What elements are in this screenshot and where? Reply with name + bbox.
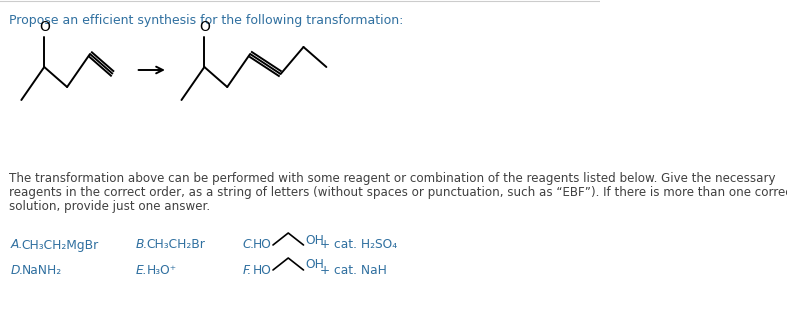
Text: OH: OH bbox=[305, 233, 324, 247]
Text: HO: HO bbox=[253, 264, 272, 277]
Text: A.: A. bbox=[11, 238, 23, 251]
Text: E.: E. bbox=[135, 264, 147, 277]
Text: reagents in the correct order, as a string of letters (without spaces or punctua: reagents in the correct order, as a stri… bbox=[9, 186, 787, 199]
Text: CH₃CH₂MgBr: CH₃CH₂MgBr bbox=[21, 238, 98, 251]
Text: Propose an efficient synthesis for the following transformation:: Propose an efficient synthesis for the f… bbox=[9, 14, 404, 27]
Text: C.: C. bbox=[242, 238, 255, 251]
Text: NaNH₂: NaNH₂ bbox=[21, 264, 61, 277]
Text: HO: HO bbox=[253, 238, 272, 251]
Text: O: O bbox=[39, 20, 50, 34]
Text: + cat. H₂SO₄: + cat. H₂SO₄ bbox=[320, 238, 397, 251]
Text: B.: B. bbox=[135, 238, 148, 251]
Text: The transformation above can be performed with some reagent or combination of th: The transformation above can be performe… bbox=[9, 172, 776, 185]
Text: F.: F. bbox=[242, 264, 252, 277]
Text: OH: OH bbox=[305, 259, 324, 272]
Text: + cat. NaH: + cat. NaH bbox=[320, 264, 387, 277]
Text: O: O bbox=[199, 20, 210, 34]
Text: H₃O⁺: H₃O⁺ bbox=[146, 264, 176, 277]
Text: D.: D. bbox=[11, 264, 24, 277]
Text: solution, provide just one answer.: solution, provide just one answer. bbox=[9, 200, 210, 213]
Text: CH₃CH₂Br: CH₃CH₂Br bbox=[146, 238, 205, 251]
